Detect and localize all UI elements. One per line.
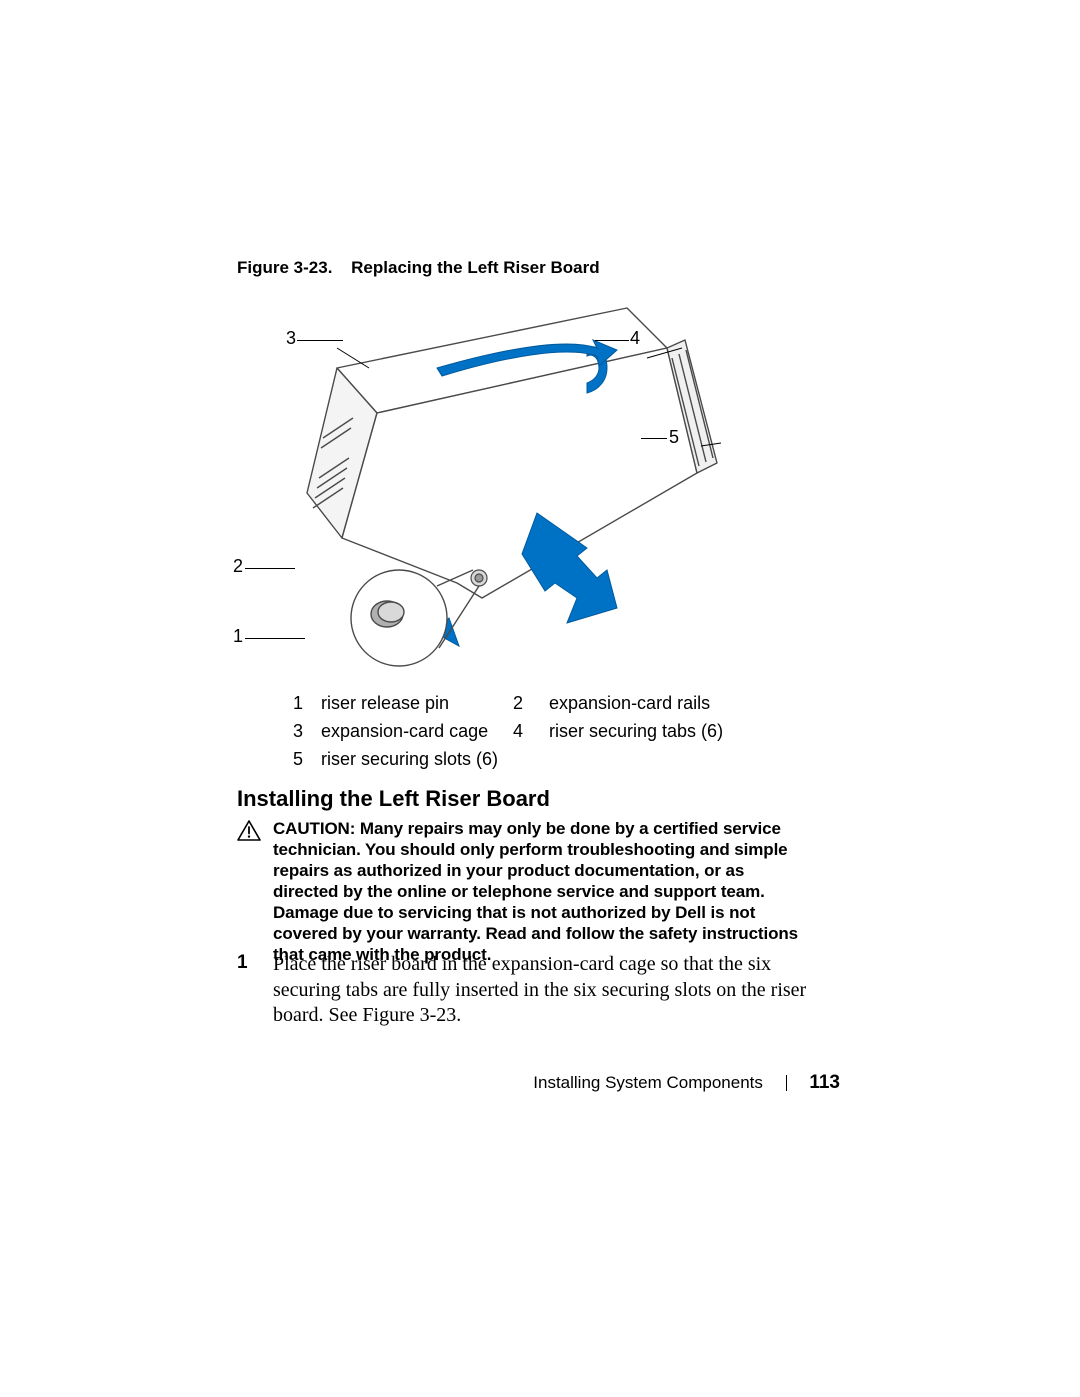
legend-num: 2 xyxy=(513,694,549,722)
legend-row: 3 expansion-card cage 4 riser securing t… xyxy=(293,722,723,750)
callout-2-line xyxy=(245,568,295,569)
legend-row: 5 riser securing slots (6) xyxy=(293,750,723,778)
callout-4-label: 4 xyxy=(630,328,640,349)
legend-num: 5 xyxy=(293,750,321,778)
legend-num: 1 xyxy=(293,694,321,722)
section-heading: Installing the Left Riser Board xyxy=(237,786,550,812)
step-number: 1 xyxy=(237,952,273,1029)
riser-board-illustration xyxy=(287,298,727,668)
callout-3-line xyxy=(297,340,343,341)
legend-label: riser release pin xyxy=(321,694,513,722)
figure-number: Figure 3-23. xyxy=(237,258,332,277)
caution-body: Many repairs may only be done by a certi… xyxy=(273,819,798,964)
callout-1-label: 1 xyxy=(233,626,243,647)
legend-label: expansion-card rails xyxy=(549,694,723,722)
procedure-steps: 1 Place the riser board in the expansion… xyxy=(237,952,807,1029)
callout-1-line xyxy=(245,638,305,639)
figure-caption: Figure 3-23. Replacing the Left Riser Bo… xyxy=(237,258,600,278)
legend-label: riser securing tabs (6) xyxy=(549,722,723,750)
footer-separator xyxy=(786,1075,787,1091)
figure-diagram: 3 4 5 2 1 xyxy=(237,288,797,680)
figure-legend: 1 riser release pin 2 expansion-card rai… xyxy=(293,694,723,778)
legend-num: 3 xyxy=(293,722,321,750)
callout-5-line xyxy=(641,438,667,439)
callout-3-label: 3 xyxy=(286,328,296,349)
caution-block: CAUTION: Many repairs may only be done b… xyxy=(237,818,807,966)
callout-4-line xyxy=(595,340,629,341)
page-number: 113 xyxy=(809,1072,840,1093)
callout-2-label: 2 xyxy=(233,556,243,577)
caution-label: CAUTION: xyxy=(273,819,355,838)
footer-section: Installing System Components xyxy=(533,1073,763,1092)
callout-5-label: 5 xyxy=(669,427,679,448)
caution-icon xyxy=(237,820,261,841)
figure-title: Replacing the Left Riser Board xyxy=(351,258,599,277)
legend-row: 1 riser release pin 2 expansion-card rai… xyxy=(293,694,723,722)
caution-text: CAUTION: Many repairs may only be done b… xyxy=(273,818,807,966)
step-text: Place the riser board in the expansion-c… xyxy=(273,952,807,1029)
page-footer: Installing System Components 113 xyxy=(0,1072,1080,1094)
legend-label: expansion-card cage xyxy=(321,722,513,750)
step: 1 Place the riser board in the expansion… xyxy=(237,952,807,1029)
legend-label: riser securing slots (6) xyxy=(321,750,513,778)
legend-num: 4 xyxy=(513,722,549,750)
